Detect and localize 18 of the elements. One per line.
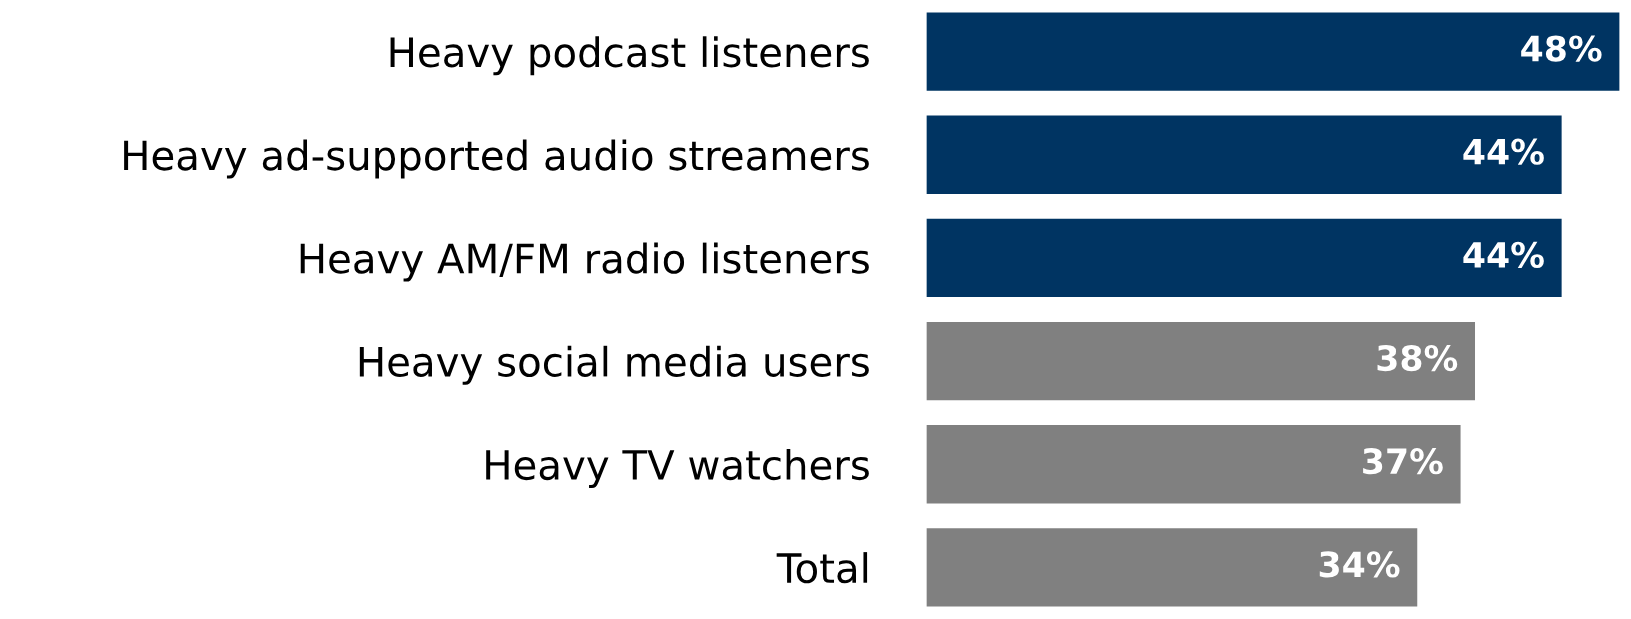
data-label: 48% bbox=[1521, 35, 1602, 62]
bar bbox=[926, 425, 1461, 504]
data-label: 37% bbox=[1363, 448, 1443, 475]
data-label: 44% bbox=[1463, 138, 1544, 165]
bar bbox=[926, 321, 1476, 401]
y-tick-label: Heavy ad-supported audio streamers bbox=[124, 139, 869, 179]
y-tick-label: Heavy TV watchers bbox=[486, 448, 869, 488]
bar bbox=[926, 218, 1562, 298]
y-tick-label: Heavy AM/FM radio listeners bbox=[300, 242, 869, 282]
data-label: 34% bbox=[1319, 551, 1400, 578]
y-tick-label: Heavy social media users bbox=[359, 345, 869, 385]
bar bbox=[926, 12, 1620, 91]
bar bbox=[926, 115, 1562, 194]
y-tick-label: Total bbox=[776, 552, 868, 584]
data-label: 38% bbox=[1377, 344, 1458, 372]
bar bbox=[926, 528, 1418, 607]
y-tick-label: Heavy podcast listeners bbox=[390, 36, 869, 76]
data-label: 44% bbox=[1463, 241, 1544, 268]
